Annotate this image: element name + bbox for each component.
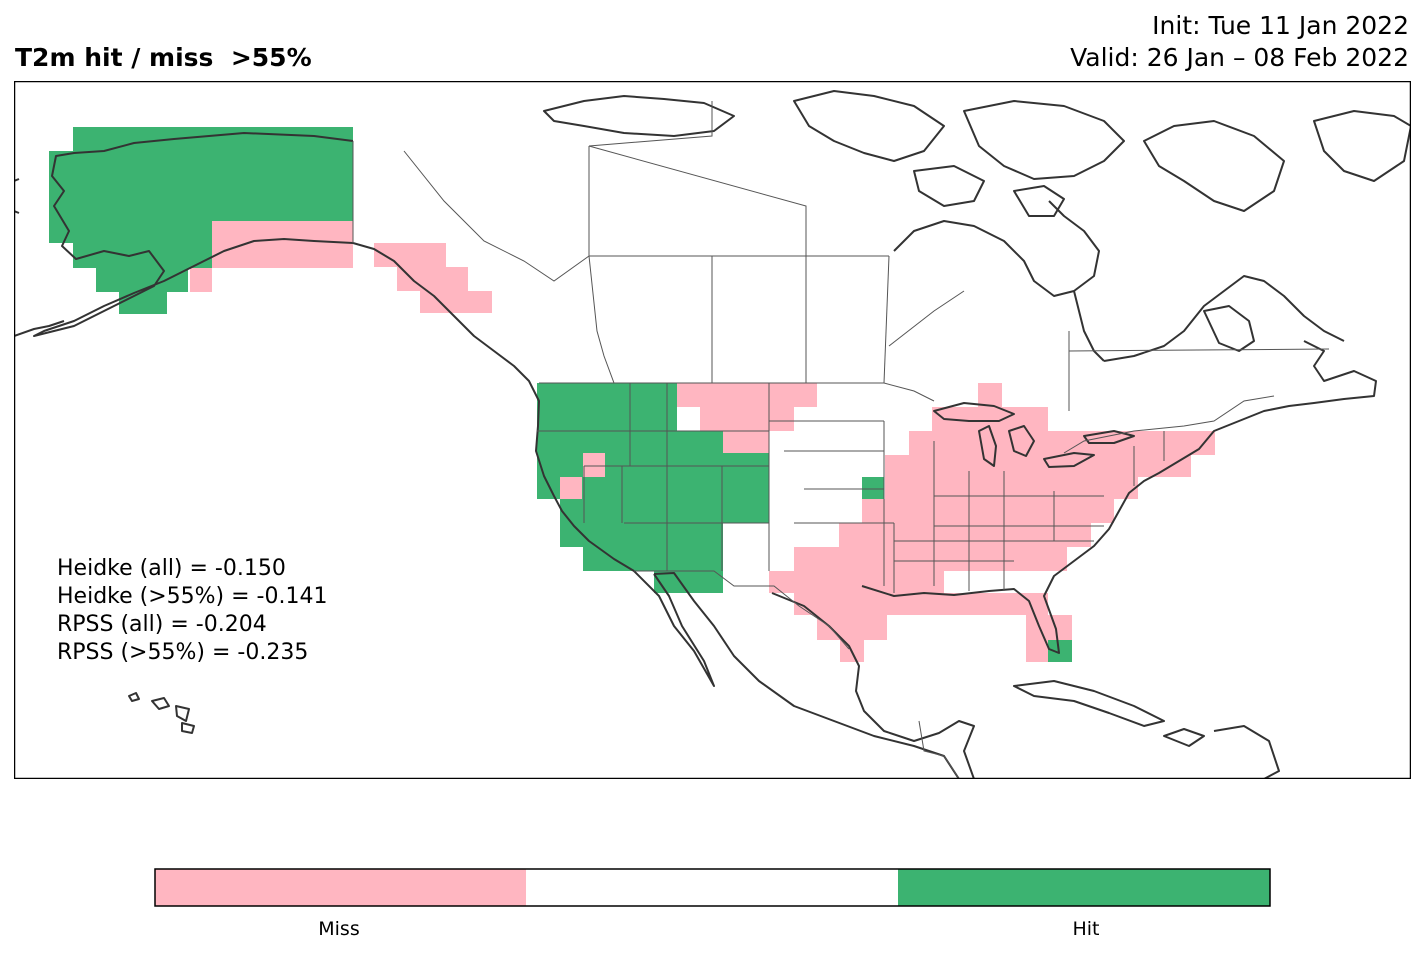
colorbar-miss (155, 869, 526, 906)
colorbar-hit (898, 869, 1270, 906)
colorbar-neutral (526, 869, 898, 906)
borders (352, 101, 1330, 779)
colorbar-label-hit: Hit (1072, 918, 1100, 940)
map-title: T2m hit / miss >55% (15, 43, 312, 72)
heidke-55: Heidke (>55%) = -0.141 (57, 584, 328, 609)
forecast-map (14, 81, 1411, 779)
colorbar (154, 868, 1271, 907)
alaska-miss-region (190, 221, 492, 313)
skill-scores: Heidke (all) = -0.150 Heidke (>55%) = -0… (57, 555, 327, 667)
valid-range: Valid: 26 Jan – 08 Feb 2022 (1070, 43, 1409, 72)
alaska-hit-region (49, 127, 353, 314)
midwest-hit-cell (862, 477, 884, 499)
rpss-all: RPSS (all) = -0.204 (57, 612, 267, 637)
florida-hit-cell (1048, 640, 1072, 662)
date-info: Init: Tue 11 Jan 2022 Valid: 26 Jan – 08… (1070, 10, 1409, 74)
east-us-miss-region (560, 383, 1215, 662)
map-frame (14, 81, 1411, 779)
init-date: Init: Tue 11 Jan 2022 (1152, 11, 1409, 40)
heidke-all: Heidke (all) = -0.150 (57, 556, 286, 581)
colorbar-label-miss: Miss (318, 918, 360, 940)
rpss-55: RPSS (>55%) = -0.235 (57, 640, 309, 665)
